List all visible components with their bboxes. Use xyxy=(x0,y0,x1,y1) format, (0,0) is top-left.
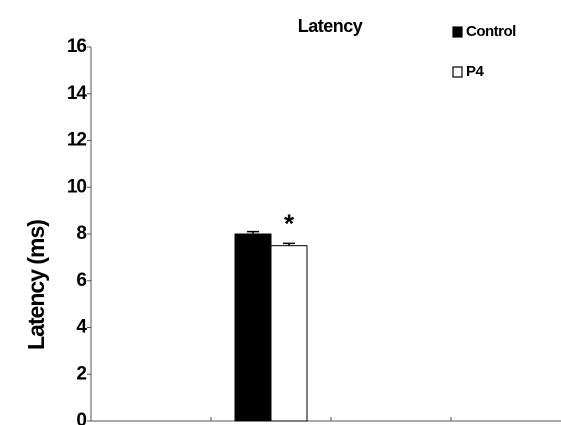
bar xyxy=(234,233,272,422)
y-tick-label: 0 xyxy=(76,410,86,425)
y-tick-label: 8 xyxy=(76,223,86,244)
y-tick-label: 2 xyxy=(76,363,86,384)
y-tick-label: 16 xyxy=(67,36,87,57)
chart-title: Latency xyxy=(298,16,363,36)
legend-label: P4 xyxy=(466,63,485,80)
significance-mark: * xyxy=(284,209,295,239)
y-axis-label: Latency (ms) xyxy=(23,220,49,350)
legend-label: Control xyxy=(466,23,516,40)
y-tick-label: 4 xyxy=(76,317,87,338)
y-tick-label: 12 xyxy=(67,130,87,151)
y-tick-label: 10 xyxy=(67,176,87,197)
legend-swatch xyxy=(452,66,463,78)
y-tick-label: 14 xyxy=(67,83,88,104)
error-bar xyxy=(247,230,259,234)
legend-swatch xyxy=(452,26,463,38)
y-tick-label: 6 xyxy=(76,270,86,291)
bar xyxy=(270,245,308,422)
error-bar xyxy=(283,242,295,246)
